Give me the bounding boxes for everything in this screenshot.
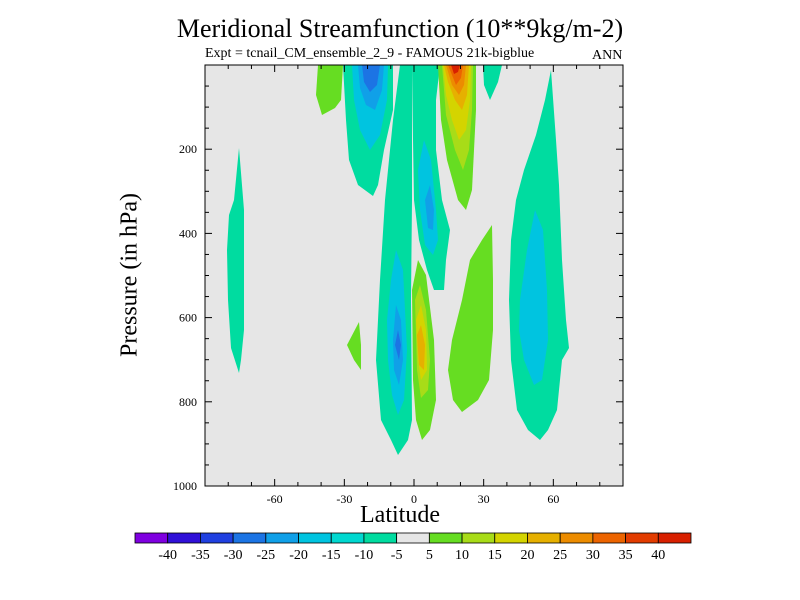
colorbar-swatch — [527, 532, 561, 544]
x-tick-label: -30 — [336, 492, 352, 506]
colorbar-label: -10 — [355, 548, 374, 563]
colorbar-swatch — [167, 532, 201, 544]
y-tick-label: 400 — [179, 226, 197, 240]
colorbar-label: 25 — [553, 548, 567, 563]
y-tick-label: 200 — [179, 142, 197, 156]
contour-region — [519, 210, 548, 385]
colorbar: -40 -35 -30 -25 -20 -15 -10 -5 5 10 15 20 25 30 35 40 — [134, 532, 692, 563]
colorbar-swatch — [461, 532, 496, 544]
colorbar-label: 5 — [426, 548, 433, 563]
colorbar-label: 40 — [651, 548, 665, 563]
colorbar-swatch — [428, 532, 463, 544]
x-tick-label: -60 — [267, 492, 283, 506]
colorbar-swatch — [363, 532, 398, 544]
contour-field — [227, 65, 569, 455]
x-tick-label: 60 — [547, 492, 559, 506]
contour-region — [316, 65, 343, 115]
colorbar-label: -15 — [322, 548, 341, 563]
colorbar-label: -35 — [191, 548, 210, 563]
colorbar-label: -20 — [289, 548, 308, 563]
colorbar-label: 20 — [520, 548, 534, 563]
colorbar-swatch — [265, 532, 299, 544]
contour-region — [451, 65, 460, 74]
contour-region — [483, 65, 502, 100]
x-tick-label: 0 — [411, 492, 417, 506]
contour-region — [448, 225, 493, 412]
colorbar-swatch — [559, 532, 594, 544]
contour-region — [347, 322, 361, 370]
colorbar-swatch — [657, 532, 692, 544]
contour-region — [448, 65, 463, 85]
contour-region — [362, 65, 380, 92]
y-tick-label: 800 — [179, 395, 197, 409]
y-tick-label: 1000 — [173, 479, 197, 493]
colorbar-label: 30 — [586, 548, 600, 563]
colorbar-swatch — [134, 532, 169, 544]
chart-title: Meridional Streamfunction (10**9kg/m-2) — [176, 14, 624, 43]
contour-region — [395, 330, 401, 360]
colorbar-label: -25 — [256, 548, 275, 563]
contour-region — [425, 185, 434, 230]
colorbar-label: -5 — [391, 548, 403, 563]
colorbar-swatch — [625, 532, 659, 544]
colorbar-label: 10 — [455, 548, 469, 563]
contour-region — [417, 325, 425, 370]
colorbar-label: 15 — [488, 548, 502, 563]
colorbar-swatch — [494, 532, 528, 544]
colorbar-label: 35 — [619, 548, 633, 563]
colorbar-swatch — [200, 532, 234, 544]
colorbar-swatch — [330, 532, 365, 544]
contour-region — [227, 148, 244, 373]
y-axis: 200 400 600 800 1000 — [173, 64, 623, 493]
colorbar-label: -30 — [224, 548, 243, 563]
colorbar-swatch — [592, 532, 626, 544]
colorbar-swatch — [232, 532, 267, 544]
season-label: ANN — [592, 48, 623, 63]
colorbar-swatch — [298, 532, 332, 544]
chart-subtitle: Expt = tcnail_CM_ensemble_2_9 - FAMOUS 2… — [205, 46, 535, 61]
x-axis-label: Latitude — [360, 502, 440, 528]
colorbar-label: -40 — [158, 548, 177, 563]
x-axis: -60 -30 0 30 60 — [204, 65, 624, 506]
colorbar-swatch — [396, 532, 430, 544]
y-tick-label: 600 — [179, 311, 197, 325]
x-tick-label: 30 — [478, 492, 490, 506]
